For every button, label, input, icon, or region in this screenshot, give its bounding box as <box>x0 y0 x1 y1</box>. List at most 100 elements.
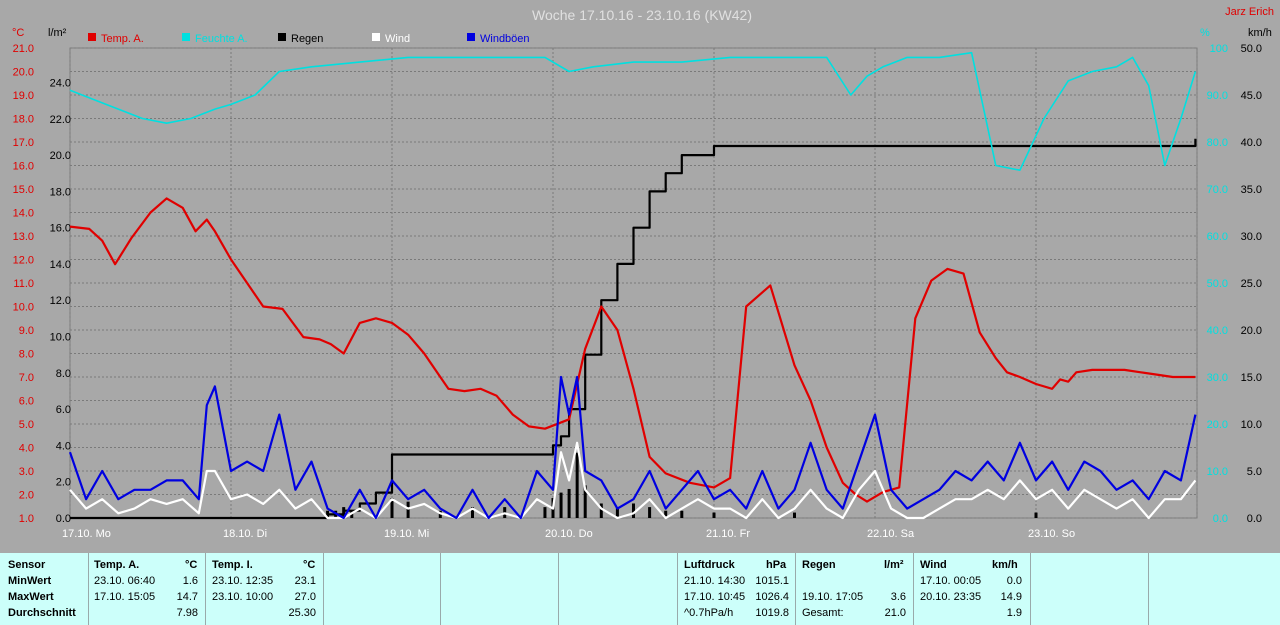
series-line <box>68 375 1197 520</box>
rain-tick-label: 10.0 <box>50 332 71 344</box>
rain-bar <box>575 452 579 518</box>
x-tick-label: 20.10. Do <box>545 528 593 540</box>
rain-max-time: 19.10. 17:05 <box>802 591 864 603</box>
temp-i-max-time: 23.10. 10:00 <box>212 591 274 603</box>
wind-max-value: 14.9 <box>1000 591 1022 603</box>
humidity-tick-label: 50.0 <box>1207 278 1228 290</box>
temp-i-max-value: 27.0 <box>294 591 316 603</box>
pressure-trend: ^0.7hPa/h <box>684 607 734 619</box>
pressure-max-value: 1026.4 <box>755 591 789 603</box>
rain-total-label: Gesamt: <box>802 607 844 619</box>
legend-label: Regen <box>291 33 323 45</box>
temp-axis-unit: °C <box>12 27 24 39</box>
temp-tick-label: 20.0 <box>13 67 34 79</box>
series-line <box>69 51 1197 171</box>
temp-tick-label: 3.0 <box>19 466 34 478</box>
rain-tick-label: 20.0 <box>50 150 71 162</box>
rain-bar <box>680 510 684 518</box>
row-label-avg: Durchschnitt <box>8 607 76 619</box>
series-line <box>70 138 1197 520</box>
pressure-unit: hPa <box>766 559 787 571</box>
temp-i-header: Temp. I. <box>212 559 253 571</box>
wind-tick-label: 25.0 <box>1241 278 1262 290</box>
temp-tick-label: 2.0 <box>19 490 34 502</box>
series-line <box>69 197 1196 503</box>
temp-tick-label: 14.0 <box>13 208 34 220</box>
temp-a-min-time: 23.10. 06:40 <box>94 575 156 587</box>
temp-a-max-value: 14.7 <box>176 591 198 603</box>
wind-tick-label: 0.0 <box>1247 513 1262 525</box>
humidity-tick-label: 90.0 <box>1207 90 1228 102</box>
x-tick-label: 17.10. Mo <box>62 528 111 540</box>
temp-a-min-value: 1.6 <box>182 575 198 587</box>
plot-area <box>69 47 1198 519</box>
wind-tick-label: 40.0 <box>1241 137 1262 149</box>
temp-tick-label: 8.0 <box>19 349 34 361</box>
rain-tick-label: 0.0 <box>56 513 71 525</box>
legend-swatch <box>278 33 286 41</box>
wind-min-time: 17.10. 00:05 <box>920 575 982 587</box>
temp-tick-label: 6.0 <box>19 396 34 408</box>
row-label-max: MaxWert <box>8 591 54 603</box>
wind-header: Wind <box>920 559 947 571</box>
row-label-min: MinWert <box>8 575 52 587</box>
wind-unit: km/h <box>992 559 1018 571</box>
rain-max-value: 3.6 <box>890 591 906 603</box>
legend-label: Temp. A. <box>101 33 144 45</box>
wind-tick-label: 50.0 <box>1241 43 1262 55</box>
wind-tick-label: 35.0 <box>1241 184 1262 196</box>
humidity-tick-label: 40.0 <box>1207 325 1228 337</box>
rain-bar <box>471 507 474 518</box>
x-tick-label: 21.10. Fr <box>706 528 750 540</box>
weather-chart: Woche 17.10.16 - 23.10.16 (KW42) Jarz Er… <box>12 6 1274 540</box>
humidity-tick-label: 80.0 <box>1207 137 1228 149</box>
humidity-tick-label: 70.0 <box>1207 184 1228 196</box>
chart-author: Jarz Erich <box>1225 6 1274 18</box>
temp-a-max-time: 17.10. 15:05 <box>94 591 156 603</box>
series-lines <box>68 51 1197 520</box>
legend-swatch <box>467 33 475 41</box>
temp-i-min-time: 23.10. 12:35 <box>212 575 274 587</box>
legend-swatch <box>88 33 96 41</box>
rain-tick-label: 18.0 <box>50 186 71 198</box>
rain-tick-label: 2.0 <box>56 477 71 489</box>
pressure-max-time: 17.10. 10:45 <box>684 591 746 603</box>
temp-tick-label: 16.0 <box>13 161 34 173</box>
rain-tick-label: 14.0 <box>50 259 71 271</box>
rain-tick-label: 6.0 <box>56 404 71 416</box>
humidity-axis-unit: % <box>1200 27 1210 39</box>
wind-tick-label: 20.0 <box>1241 325 1262 337</box>
wind-tick-label: 30.0 <box>1241 231 1262 243</box>
chart-title: Woche 17.10.16 - 23.10.16 (KW42) <box>532 7 752 23</box>
rain-tick-label: 4.0 <box>56 440 71 452</box>
humidity-tick-label: 30.0 <box>1207 372 1228 384</box>
axis-ticks: 1.0 2.0 3.0 4.0 5.0 6.0 7.0 8.0 9.0 10.0 11.0 12.0 1… <box>13 43 1262 525</box>
rain-header: Regen <box>802 559 836 571</box>
legend-swatch <box>372 33 380 41</box>
sensor-header: Sensor <box>8 559 46 571</box>
wind-tick-label: 45.0 <box>1241 90 1262 102</box>
temp-tick-label: 15.0 <box>13 184 34 196</box>
temp-tick-label: 18.0 <box>13 114 34 126</box>
temp-i-unit: °C <box>303 559 316 571</box>
temp-tick-label: 1.0 <box>19 513 34 525</box>
legend: Temp. A. Feuchte A. Regen Wind Windböen <box>88 33 530 45</box>
wind-max-time: 20.10. 23:35 <box>920 591 982 603</box>
humidity-tick-label: 10.0 <box>1207 466 1228 478</box>
humidity-tick-label: 0.0 <box>1213 513 1228 525</box>
legend-label: Feuchte A. <box>195 33 248 45</box>
temp-tick-label: 9.0 <box>19 325 34 337</box>
rain-bar <box>599 503 603 518</box>
pressure-avg-value: 1019.8 <box>755 607 789 619</box>
rain-bar <box>1034 512 1038 518</box>
wind-avg-value: 1.9 <box>1006 607 1022 619</box>
temp-tick-label: 21.0 <box>13 43 34 55</box>
rain-axis-unit: l/m² <box>48 27 67 39</box>
x-tick-label: 22.10. Sa <box>867 528 915 540</box>
temp-i-avg-value: 25.30 <box>288 607 316 619</box>
temp-a-unit: °C <box>185 559 198 571</box>
rain-bar <box>543 507 547 518</box>
rain-unit: l/m² <box>884 559 904 571</box>
temp-tick-label: 13.0 <box>13 231 34 243</box>
temp-tick-label: 7.0 <box>19 372 34 384</box>
